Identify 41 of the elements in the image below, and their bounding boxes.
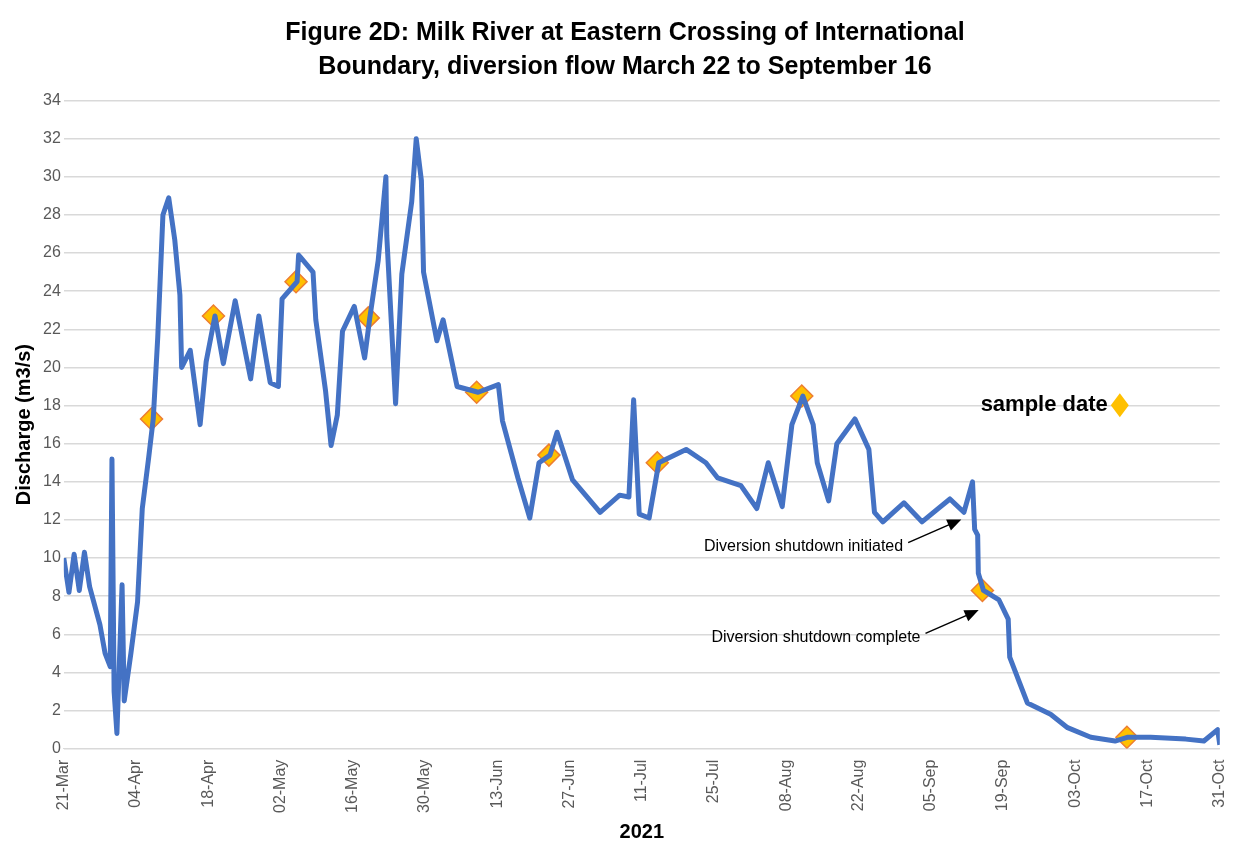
y-tick-label: 8 <box>51 586 61 604</box>
x-tick-label: 03-Oct <box>1065 759 1083 808</box>
x-tick-label: 16-May <box>343 759 361 814</box>
y-tick-label: 16 <box>43 434 61 452</box>
x-tick-label: 30-May <box>415 759 433 814</box>
x-tick-label: 17-Oct <box>1137 759 1155 808</box>
y-tick-label: 2 <box>51 700 61 718</box>
y-tick-label: 30 <box>43 167 61 185</box>
y-tick-label: 26 <box>43 243 61 261</box>
x-tick-label: 25-Jul <box>704 759 722 804</box>
y-tick-label: 22 <box>43 319 61 337</box>
x-tick-label: 22-Aug <box>848 759 866 812</box>
y-tick-label: 32 <box>43 129 61 147</box>
chart-title: Figure 2D: Milk River at Eastern Crossing of International Boundary, diversion flow March 22 to September 16 <box>284 16 966 81</box>
x-tick-label: 21-Mar <box>54 758 72 811</box>
x-tick-label: 04-Apr <box>126 758 144 808</box>
y-tick-label: 28 <box>43 205 61 223</box>
y-tick-label: 14 <box>43 472 61 490</box>
annotation: Diversion shutdown initiated <box>703 537 904 554</box>
y-tick-label: 4 <box>51 662 61 680</box>
y-tick-label: 18 <box>43 395 61 413</box>
legend-label: sample date <box>980 391 1108 417</box>
x-tick-label: 31-Oct <box>1210 759 1228 808</box>
x-tick-label: 11-Jul <box>632 759 650 803</box>
x-tick-label: 13-Jun <box>487 759 505 809</box>
y-axis-title: Discharge (m3/s) <box>11 344 34 506</box>
y-tick-label: 12 <box>43 510 61 528</box>
x-tick-label: 19-Sep <box>993 759 1011 812</box>
y-tick-label: 6 <box>51 624 61 642</box>
y-tick-label: 34 <box>43 91 61 109</box>
y-tick-label: 24 <box>43 281 61 299</box>
y-tick-label: 20 <box>43 357 61 375</box>
x-tick-label: 08-Aug <box>776 759 794 812</box>
annotation: Diversion shutdown complete <box>711 627 921 645</box>
x-tick-label: 05-Sep <box>921 759 939 812</box>
y-tick-label: 10 <box>43 548 61 566</box>
x-axis-title: 2021 <box>619 819 665 842</box>
x-tick-label: 27-Jun <box>559 759 577 809</box>
x-tick-label: 18-Apr <box>198 758 216 808</box>
y-tick-label: 0 <box>51 739 61 757</box>
x-tick-label: 02-May <box>270 759 288 814</box>
